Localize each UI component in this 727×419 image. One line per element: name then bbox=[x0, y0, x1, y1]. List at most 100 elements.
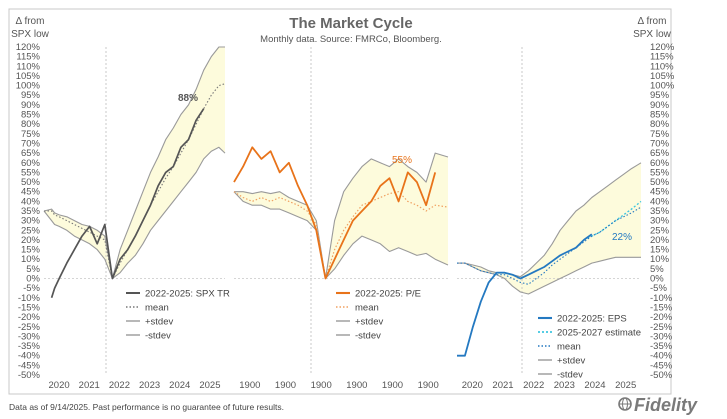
left-y-tick-label: -25% bbox=[18, 322, 41, 333]
left-y-tick-label: 10% bbox=[21, 254, 41, 265]
left-y-tick-label: -35% bbox=[18, 341, 41, 352]
chart-panels: 2020 2021 2022 2023 2024 2025 88% 2022-2025: SP… bbox=[43, 46, 642, 391]
legend-label: 2022-2025: SPX TR bbox=[145, 289, 230, 300]
right-y-tick-label: -25% bbox=[650, 322, 673, 333]
left-y-tick-label: 25% bbox=[21, 225, 41, 236]
right-y-tick-label: 95% bbox=[650, 90, 670, 101]
right-y-tick-label: -20% bbox=[650, 312, 673, 323]
legend-label: +stdev bbox=[145, 317, 174, 328]
right-y-tick-label: 100% bbox=[650, 81, 675, 92]
left-y-tick-label: 70% bbox=[21, 138, 41, 149]
right-y-tick-label: -5% bbox=[650, 283, 667, 294]
right-y-tick-label: -40% bbox=[650, 351, 673, 362]
x-tick-label: 1900 bbox=[311, 380, 332, 391]
left-y-tick-label: 100% bbox=[16, 81, 41, 92]
left-y-tick-label: 95% bbox=[21, 90, 41, 101]
left-y-tick-label: 90% bbox=[21, 100, 41, 111]
right-y-tick-label: 50% bbox=[650, 177, 670, 188]
right-axis-label-line1: Δ from bbox=[638, 16, 667, 27]
left-y-tick-label: 120% bbox=[16, 42, 41, 53]
right-y-tick-label: 60% bbox=[650, 158, 670, 169]
right-y-tick-label: 90% bbox=[650, 100, 670, 111]
right-y-tick-label: 55% bbox=[650, 167, 670, 178]
x-tick-label: 1900 bbox=[382, 380, 403, 391]
right-y-tick-label: 110% bbox=[650, 61, 674, 72]
left-axis-label-line1: Δ from bbox=[16, 16, 45, 27]
series-line--stdev bbox=[43, 146, 226, 280]
right-y-tick-label: -30% bbox=[650, 331, 673, 342]
brand-logo: Fidelity bbox=[618, 395, 698, 415]
left-y-tick-label: 60% bbox=[21, 158, 41, 169]
left-y-tick-label: 80% bbox=[21, 119, 41, 130]
left-y-tick-label: 50% bbox=[21, 177, 41, 188]
x-tick-label: 2022 bbox=[109, 380, 130, 391]
legend-label: +stdev bbox=[355, 317, 384, 328]
left-y-axis-ticks: 120%115%110%105%100%95%90%85%80%75%70%65… bbox=[16, 42, 41, 381]
right-y-tick-label: -15% bbox=[650, 302, 673, 313]
right-y-tick-label: -10% bbox=[650, 293, 673, 304]
right-y-tick-label: 40% bbox=[650, 196, 670, 207]
legend-label: mean bbox=[145, 303, 169, 314]
left-y-tick-label: 30% bbox=[21, 216, 41, 227]
right-y-tick-label: 80% bbox=[650, 119, 670, 130]
left-y-tick-label: -30% bbox=[18, 331, 41, 342]
left-y-tick-label: -50% bbox=[18, 370, 41, 381]
right-y-tick-label: 15% bbox=[650, 245, 670, 256]
left-y-tick-label: 20% bbox=[21, 235, 41, 246]
legend-label: mean bbox=[355, 303, 379, 314]
left-y-tick-label: 65% bbox=[21, 148, 41, 159]
x-tick-label: 1900 bbox=[239, 380, 260, 391]
value-annotation: 22% bbox=[612, 232, 632, 243]
legend-label: mean bbox=[557, 342, 581, 353]
right-y-tick-label: 105% bbox=[650, 71, 675, 82]
stdev-band bbox=[44, 47, 225, 279]
right-axis-label-line2: SPX low bbox=[633, 29, 672, 40]
legend-label: -stdev bbox=[355, 331, 381, 342]
right-y-tick-label: 35% bbox=[650, 206, 670, 217]
right-y-axis-ticks: 120%115%110%105%100%95%90%85%80%75%70%65… bbox=[650, 42, 675, 381]
right-y-tick-label: 20% bbox=[650, 235, 670, 246]
x-tick-label: 2024 bbox=[169, 380, 190, 391]
series-line--stdev bbox=[233, 191, 449, 280]
x-tick-label: 2023 bbox=[554, 380, 575, 391]
legend-label: -stdev bbox=[557, 370, 583, 381]
left-y-tick-label: -40% bbox=[18, 351, 41, 362]
right-y-tick-label: 75% bbox=[650, 129, 670, 140]
x-tick-label: 1900 bbox=[418, 380, 439, 391]
value-annotation: 55% bbox=[392, 155, 412, 166]
legend: 2022-2025: EPS 2025-2027 estimate mean +std… bbox=[538, 314, 641, 381]
series-line-mean bbox=[233, 191, 449, 280]
x-tick-label: 2024 bbox=[584, 380, 605, 391]
left-y-tick-label: 55% bbox=[21, 167, 41, 178]
right-y-tick-label: 70% bbox=[650, 138, 670, 149]
series-line--stdev bbox=[234, 152, 449, 280]
x-tick-label: 1900 bbox=[346, 380, 367, 391]
right-y-tick-label: 45% bbox=[650, 187, 670, 198]
panel-1: 2020 2021 2022 2023 2024 2025 88% 2022-2025: SP… bbox=[43, 46, 230, 391]
x-tick-label: 2020 bbox=[462, 380, 483, 391]
x-tick-label: 2020 bbox=[49, 380, 70, 391]
stdev-band bbox=[234, 153, 448, 279]
legend-label: +stdev bbox=[557, 356, 586, 367]
series-line--stdev bbox=[457, 162, 642, 278]
series-line-mean bbox=[457, 206, 642, 285]
value-annotation: 88% bbox=[178, 93, 198, 104]
globe-icon-meridian bbox=[622, 397, 628, 411]
right-y-tick-label: 25% bbox=[650, 225, 670, 236]
right-y-tick-label: 30% bbox=[650, 216, 670, 227]
legend: 2022-2025: SPX TR mean +stdev -stdev bbox=[126, 289, 230, 342]
right-y-tick-label: -50% bbox=[650, 370, 673, 381]
legend-label: 2025-2027 estimate bbox=[557, 328, 641, 339]
footnote: Data as of 9/14/2025. Past performance i… bbox=[9, 402, 284, 412]
left-y-tick-label: 35% bbox=[21, 206, 41, 217]
x-tick-label: 2025 bbox=[199, 380, 220, 391]
left-y-tick-label: 15% bbox=[21, 245, 41, 256]
right-y-tick-label: 0% bbox=[650, 274, 664, 285]
right-y-tick-label: 85% bbox=[650, 110, 670, 121]
legend-label: -stdev bbox=[145, 331, 171, 342]
series-line-2022-2025-p-e bbox=[233, 146, 437, 280]
left-y-tick-label: 110% bbox=[16, 61, 40, 72]
chart-frame bbox=[8, 8, 672, 395]
left-y-tick-label: 0% bbox=[26, 274, 40, 285]
